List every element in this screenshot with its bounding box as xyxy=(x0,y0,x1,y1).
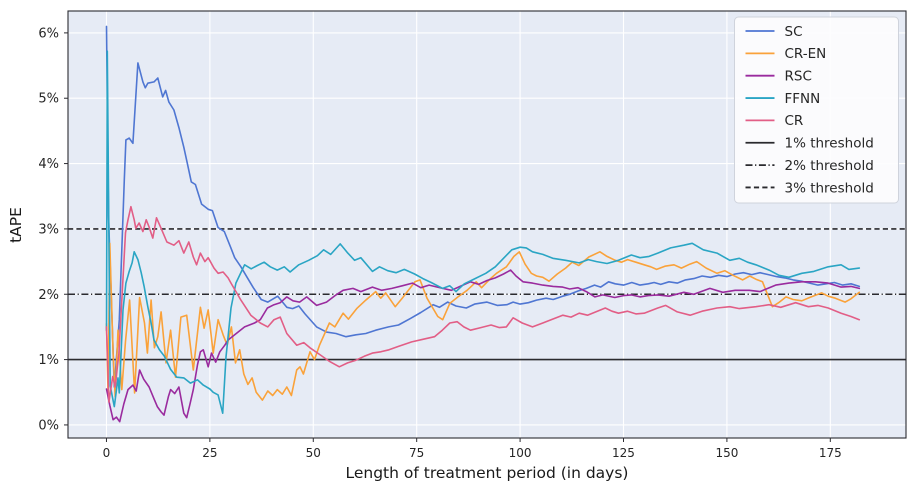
legend-box xyxy=(734,16,899,204)
y-tick-label: 5% xyxy=(38,92,59,107)
series-line-rsc xyxy=(105,269,861,423)
y-tick-label: 2% xyxy=(38,288,59,303)
y-tick-label: 1% xyxy=(38,353,59,368)
x-tick-label: 75 xyxy=(409,446,424,460)
series-line-ffnn xyxy=(105,50,861,415)
legend-label-1-threshold: 1% threshold xyxy=(785,136,874,152)
legend-label-rsc: RSC xyxy=(785,69,812,85)
legend-label-cr-en: CR-EN xyxy=(785,46,827,62)
series-line-cr xyxy=(105,205,861,403)
x-tick-label: 50 xyxy=(306,446,321,460)
x-tick-label: 25 xyxy=(202,446,217,460)
x-tick-label: 150 xyxy=(715,446,738,460)
x-tick-label: 0 xyxy=(103,446,111,460)
y-tick-label: 6% xyxy=(38,26,59,41)
legend-label-2-threshold: 2% threshold xyxy=(785,158,874,174)
legend-label-3-threshold: 3% threshold xyxy=(785,180,874,196)
x-tick-label: 125 xyxy=(612,446,635,460)
y-axis-label: tAPE xyxy=(7,207,25,243)
y-tick-label: 3% xyxy=(38,222,59,237)
legend-label-ffnn: FFNN xyxy=(785,91,821,107)
x-tick-label: 175 xyxy=(819,446,842,460)
series-line-cr-en xyxy=(105,242,861,401)
x-tick-label: 100 xyxy=(509,446,532,460)
y-tick-label: 0% xyxy=(38,418,59,433)
x-axis-label: Length of treatment period (in days) xyxy=(345,464,629,482)
legend-label-cr: CR xyxy=(785,113,804,129)
series-line-sc xyxy=(105,25,861,388)
y-tick-label: 4% xyxy=(38,157,59,172)
legend-label-sc: SC xyxy=(785,24,803,40)
plot-border xyxy=(67,10,907,439)
